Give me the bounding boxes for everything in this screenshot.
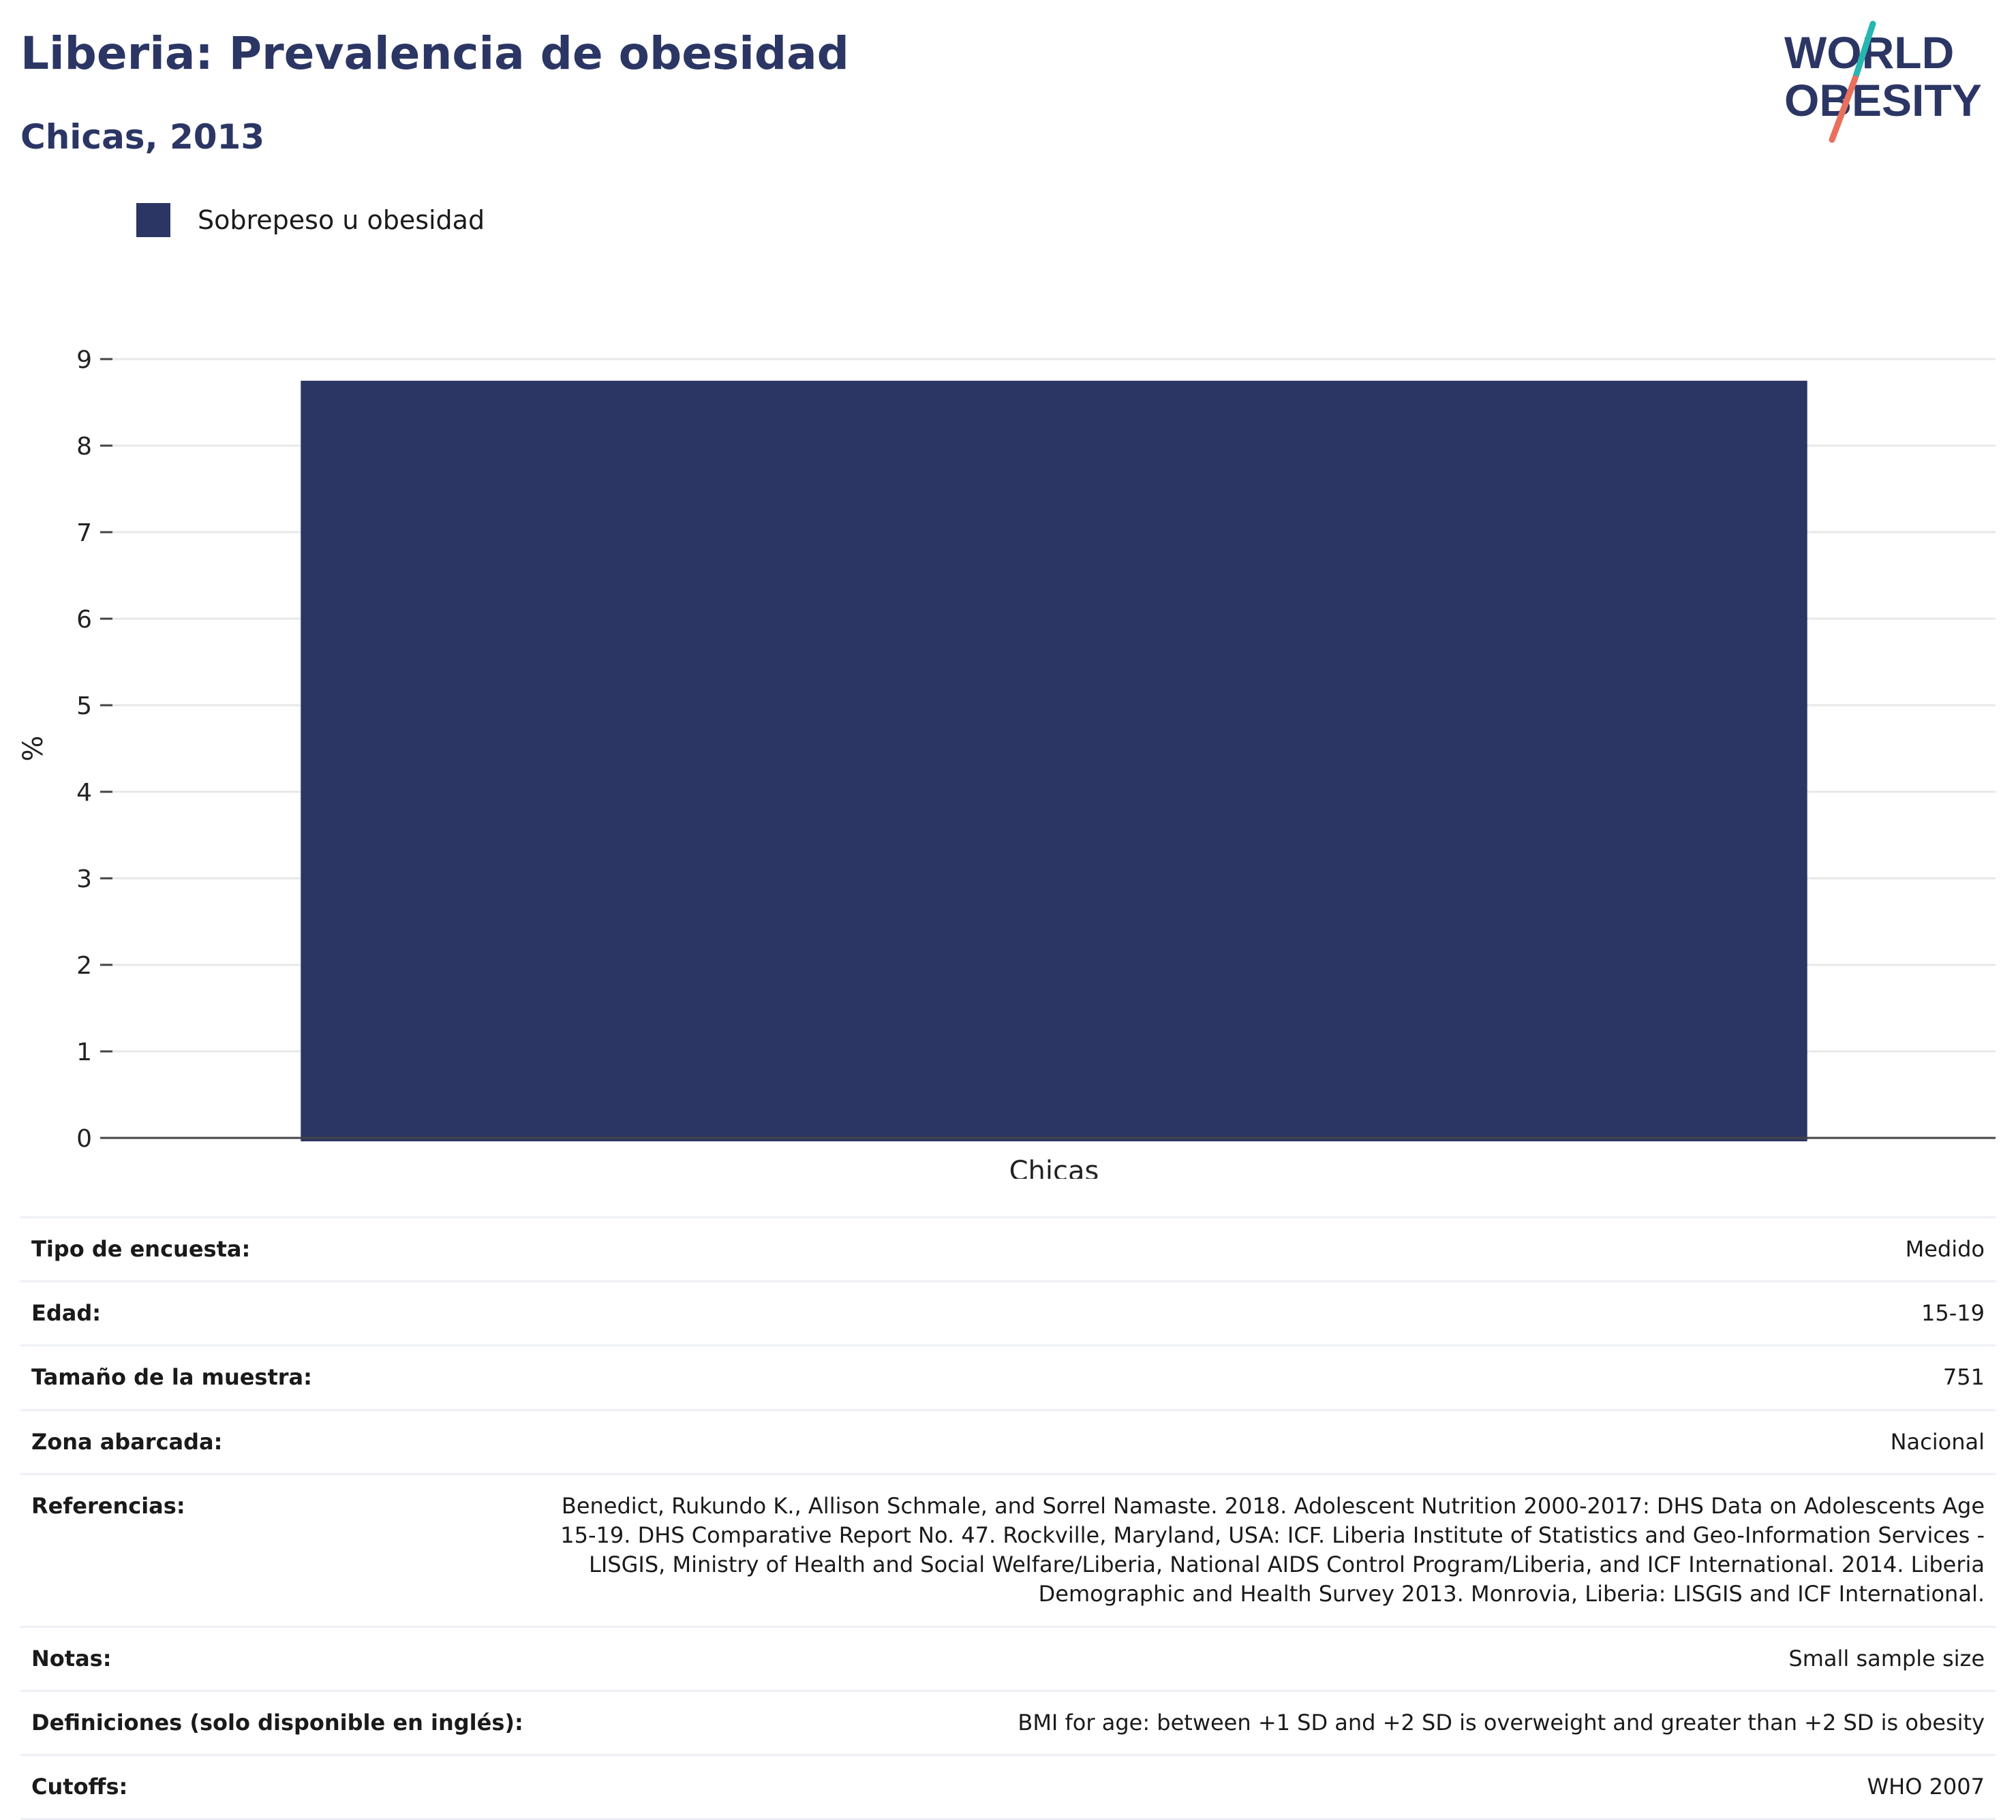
y-tick-label: 6 xyxy=(76,606,92,634)
logo-slash-coral xyxy=(1829,75,1859,143)
info-value: Benedict, Rukundo K., Allison Schmale, a… xyxy=(534,1472,1996,1626)
info-value: 751 xyxy=(534,1344,1996,1410)
legend-label: Sobrepeso u obesidad xyxy=(198,205,485,235)
info-key: Cutoffs: xyxy=(20,1753,534,1820)
y-tick-label: 2 xyxy=(76,952,92,980)
info-row: Notas: Small sample size xyxy=(20,1625,1996,1691)
info-row: Zona abarcada: Nacional xyxy=(20,1408,1996,1475)
y-tick-label: 8 xyxy=(76,433,92,461)
y-tick-label: 3 xyxy=(76,865,92,893)
info-value: BMI for age: between +1 SD and +2 SD is … xyxy=(534,1689,1996,1755)
info-row: Tipo de encuesta: Medido xyxy=(20,1216,1996,1282)
info-key: Definiciones (solo disponible en inglés)… xyxy=(20,1689,534,1755)
info-value: 15-19 xyxy=(534,1280,1996,1346)
info-key: Tipo de encuesta: xyxy=(20,1216,534,1282)
info-row: Edad: 15-19 xyxy=(20,1280,1996,1346)
info-value: Small sample size xyxy=(534,1625,1996,1691)
info-table: Tipo de encuesta: Medido Edad: 15-19 Tamaño … xyxy=(20,1216,1996,1820)
logo-line-2: OBESITY xyxy=(1784,75,1982,125)
bar xyxy=(301,380,1807,1141)
chart-subtitle: Chicas, 2013 xyxy=(20,117,265,157)
info-value: Medido xyxy=(534,1216,1996,1282)
y-tick-label: 5 xyxy=(76,692,92,720)
legend-swatch xyxy=(136,203,170,237)
info-row: Cutoffs: WHO 2007 xyxy=(20,1753,1996,1820)
info-row: Tamaño de la muestra: 751 xyxy=(20,1344,1996,1410)
info-row: Referencias: Benedict, Rukundo K., Alliso… xyxy=(20,1472,1996,1626)
y-tick-label: 9 xyxy=(76,346,92,374)
legend[interactable]: Sobrepeso u obesidad xyxy=(136,203,485,237)
logo-slash-teal xyxy=(1852,20,1876,82)
bar-chart: 0 1 2 3 4 5 6 7 8 9 Chicas% xyxy=(18,346,1996,1179)
y-tick-label: 7 xyxy=(76,519,92,547)
y-tick-label: 1 xyxy=(76,1038,92,1066)
info-value: WHO 2007 xyxy=(534,1753,1996,1820)
x-tick-label: Chicas xyxy=(1009,1156,1099,1179)
info-key: Tamaño de la muestra: xyxy=(20,1344,534,1410)
info-key: Notas: xyxy=(20,1625,534,1691)
info-key: Edad: xyxy=(20,1280,534,1346)
y-tick-label: 0 xyxy=(76,1125,92,1153)
info-key: Zona abarcada: xyxy=(20,1408,534,1475)
y-axis-label: % xyxy=(18,735,49,761)
info-value: Nacional xyxy=(534,1408,1996,1475)
world-obesity-logo: WORLD OBESITY xyxy=(1784,20,1982,143)
info-key: Referencias: xyxy=(20,1472,534,1626)
chart-title: Liberia: Prevalencia de obesidad xyxy=(20,27,849,80)
info-row: Definiciones (solo disponible en inglés)… xyxy=(20,1689,1996,1755)
y-tick-label: 4 xyxy=(76,779,92,807)
